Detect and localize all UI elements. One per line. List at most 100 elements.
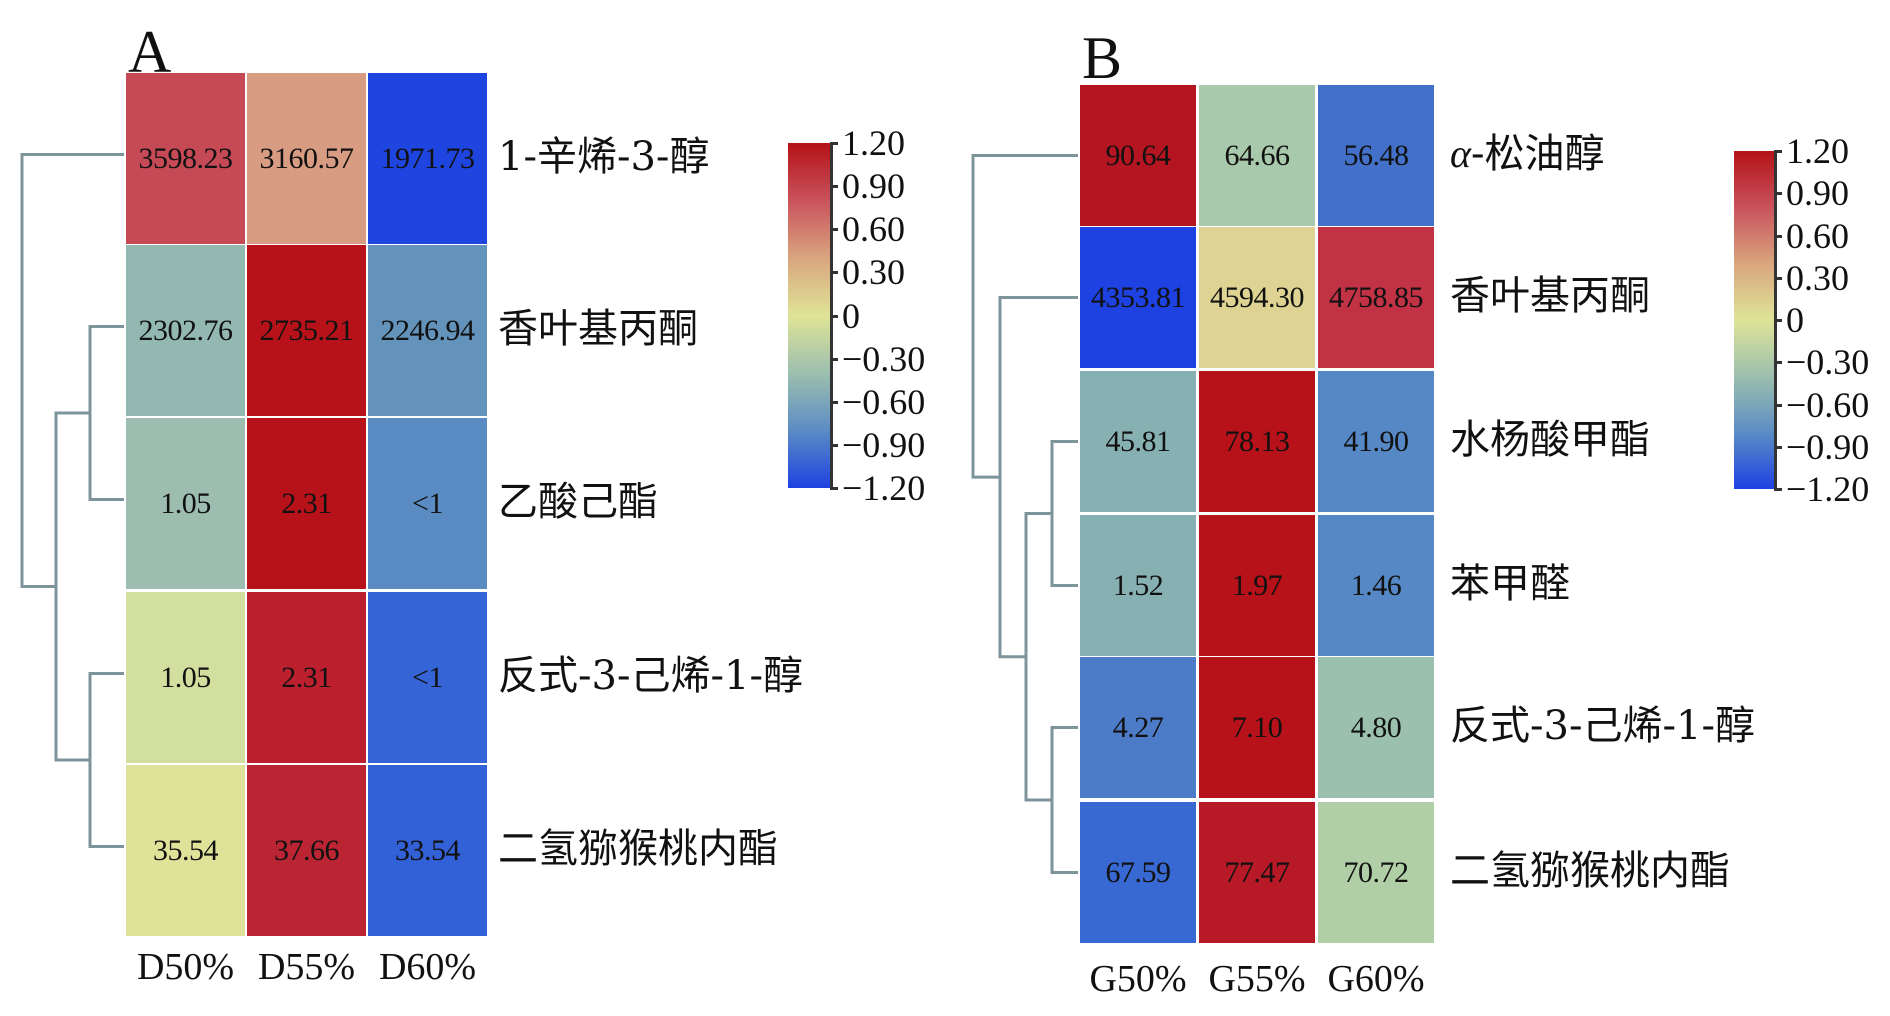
colorbar-tick xyxy=(1774,361,1782,365)
colorbar-tick-label: −1.20 xyxy=(842,468,926,508)
heatmap-cell: 3598.23 xyxy=(126,73,245,244)
heatmap-cell: 4594.30 xyxy=(1199,227,1315,368)
colorbar-tick xyxy=(830,185,838,189)
heatmap-cell: 56.48 xyxy=(1318,85,1434,226)
heatmap-cell: 70.72 xyxy=(1318,802,1434,943)
colorbar-tick-label: −0.90 xyxy=(842,424,926,465)
dendro-b-cluster-4 xyxy=(998,296,1078,659)
dendro-a-cluster-3 xyxy=(54,411,90,762)
dendro-b-cluster-3 xyxy=(1024,512,1052,802)
dendro-b-root xyxy=(971,154,1078,479)
heatmap-cell: 2.31 xyxy=(247,592,366,763)
heatmap-cell: 90.64 xyxy=(1080,85,1196,226)
heatmap-cell: 41.90 xyxy=(1318,371,1434,512)
heatmap-cell: 4.80 xyxy=(1318,657,1434,798)
colorbar-tick-label: 1.20 xyxy=(1786,131,1849,171)
colorbar-tick xyxy=(830,314,838,318)
heatmap-cell: 1.97 xyxy=(1199,515,1315,656)
column-label: G60% xyxy=(1327,958,1425,1000)
row-label-text: -松油醇 xyxy=(1471,130,1605,177)
heatmap-cell: <1 xyxy=(368,418,487,589)
heatmap-cell: 2735.21 xyxy=(247,245,366,416)
heatmap-cell: 1.46 xyxy=(1318,515,1434,656)
colorbar-tick xyxy=(830,400,838,404)
colorbar-tick-label: −0.30 xyxy=(1786,342,1870,383)
heatmap-cell: 33.54 xyxy=(368,765,487,936)
colorbar-tick-label: 0 xyxy=(842,295,860,336)
row-label: 二氢猕猴桃内酯 xyxy=(1450,847,1730,894)
heatmap-cell: 45.81 xyxy=(1080,371,1196,512)
colorbar-tick-label: −0.30 xyxy=(842,338,926,379)
heatmap-cell: 7.10 xyxy=(1199,657,1315,798)
heatmap-cell: 2302.76 xyxy=(126,245,245,416)
heatmap-cell: 2246.94 xyxy=(368,245,487,416)
row-label: 苯甲醛 xyxy=(1450,560,1570,607)
colorbar-tick xyxy=(1774,403,1782,407)
heatmap-cell: 78.13 xyxy=(1199,371,1315,512)
heatmap-cell: 35.54 xyxy=(126,765,245,936)
colorbar-tick-label: −0.60 xyxy=(842,381,926,422)
colorbar xyxy=(788,143,830,488)
colorbar-tick-label: −0.60 xyxy=(1786,384,1870,425)
column-label: D55% xyxy=(257,946,356,988)
colorbar-tick-label: 0.90 xyxy=(842,166,905,207)
row-label: 反式-3-己烯-1-醇 xyxy=(1450,702,1755,749)
dendro-a-root xyxy=(20,153,124,588)
colorbar-tick xyxy=(1774,234,1782,238)
dendro-b-cluster-2 xyxy=(1050,726,1078,874)
heatmap-cell: 37.66 xyxy=(247,765,366,936)
row-label: 二氢猕猴桃内酯 xyxy=(498,825,778,872)
dendro-b-cluster-1 xyxy=(1050,440,1078,587)
colorbar-tick-label: −0.90 xyxy=(1786,426,1870,467)
row-label: 反式-3-己烯-1-醇 xyxy=(498,652,803,699)
panel-a-letter: A xyxy=(128,19,172,85)
heatmap-cell: 3160.57 xyxy=(247,73,366,244)
heatmap-cell: 1971.73 xyxy=(368,73,487,244)
colorbar-tick xyxy=(1774,150,1782,153)
colorbar-tick xyxy=(1774,319,1782,322)
colorbar-tick xyxy=(830,228,838,232)
row-label: 乙酸己酯 xyxy=(498,478,658,525)
heatmap-cell: 4353.81 xyxy=(1080,227,1196,368)
column-label: G50% xyxy=(1089,958,1187,1000)
row-label: 1-辛烯-3-醇 xyxy=(498,133,710,180)
row-label: 香叶基丙酮 xyxy=(498,305,698,352)
row-label: 香叶基丙酮 xyxy=(1450,272,1650,319)
row-label: α-松油醇 xyxy=(1450,130,1605,177)
colorbar-tick-label: 0.90 xyxy=(1786,173,1849,214)
colorbar-tick xyxy=(830,142,838,145)
heatmap-cell: 67.59 xyxy=(1080,802,1196,943)
colorbar-tick xyxy=(1774,488,1782,491)
column-label: G55% xyxy=(1208,958,1306,1000)
colorbar-tick xyxy=(1774,192,1782,196)
heatmap-cell: 64.66 xyxy=(1199,85,1315,226)
colorbar-tick xyxy=(830,487,838,490)
panel-b-letter: B xyxy=(1082,25,1123,91)
heatmap-cell: <1 xyxy=(368,592,487,763)
heatmap-cell: 2.31 xyxy=(247,418,366,589)
colorbar-tick-label: −1.20 xyxy=(1786,469,1870,509)
colorbar-tick xyxy=(830,443,838,447)
colorbar-tick xyxy=(830,271,838,275)
colorbar-tick-label: 0.60 xyxy=(1786,215,1849,256)
colorbar-tick-label: 0 xyxy=(1786,300,1804,340)
heatmap-cell: 4.27 xyxy=(1080,657,1196,798)
heatmap-cell: 77.47 xyxy=(1199,802,1315,943)
column-label: D60% xyxy=(378,946,477,988)
heatmap-cell: 1.52 xyxy=(1080,515,1196,656)
row-label-prefix: α xyxy=(1450,130,1471,176)
column-label: D50% xyxy=(136,946,235,988)
colorbar-tick-label: 0.30 xyxy=(1786,257,1849,298)
heatmap-cell: 4758.85 xyxy=(1318,227,1434,368)
colorbar-tick-label: 1.20 xyxy=(842,123,905,163)
colorbar-tick-label: 0.30 xyxy=(842,252,905,293)
heatmap-cell: 1.05 xyxy=(126,418,245,589)
colorbar-tick xyxy=(1774,445,1782,449)
dendro-a-cluster-2 xyxy=(88,672,124,848)
colorbar-tick xyxy=(1774,276,1782,280)
heatmap-cell: 1.05 xyxy=(126,592,245,763)
colorbar-tick-label: 0.60 xyxy=(842,209,905,250)
colorbar xyxy=(1734,151,1774,489)
